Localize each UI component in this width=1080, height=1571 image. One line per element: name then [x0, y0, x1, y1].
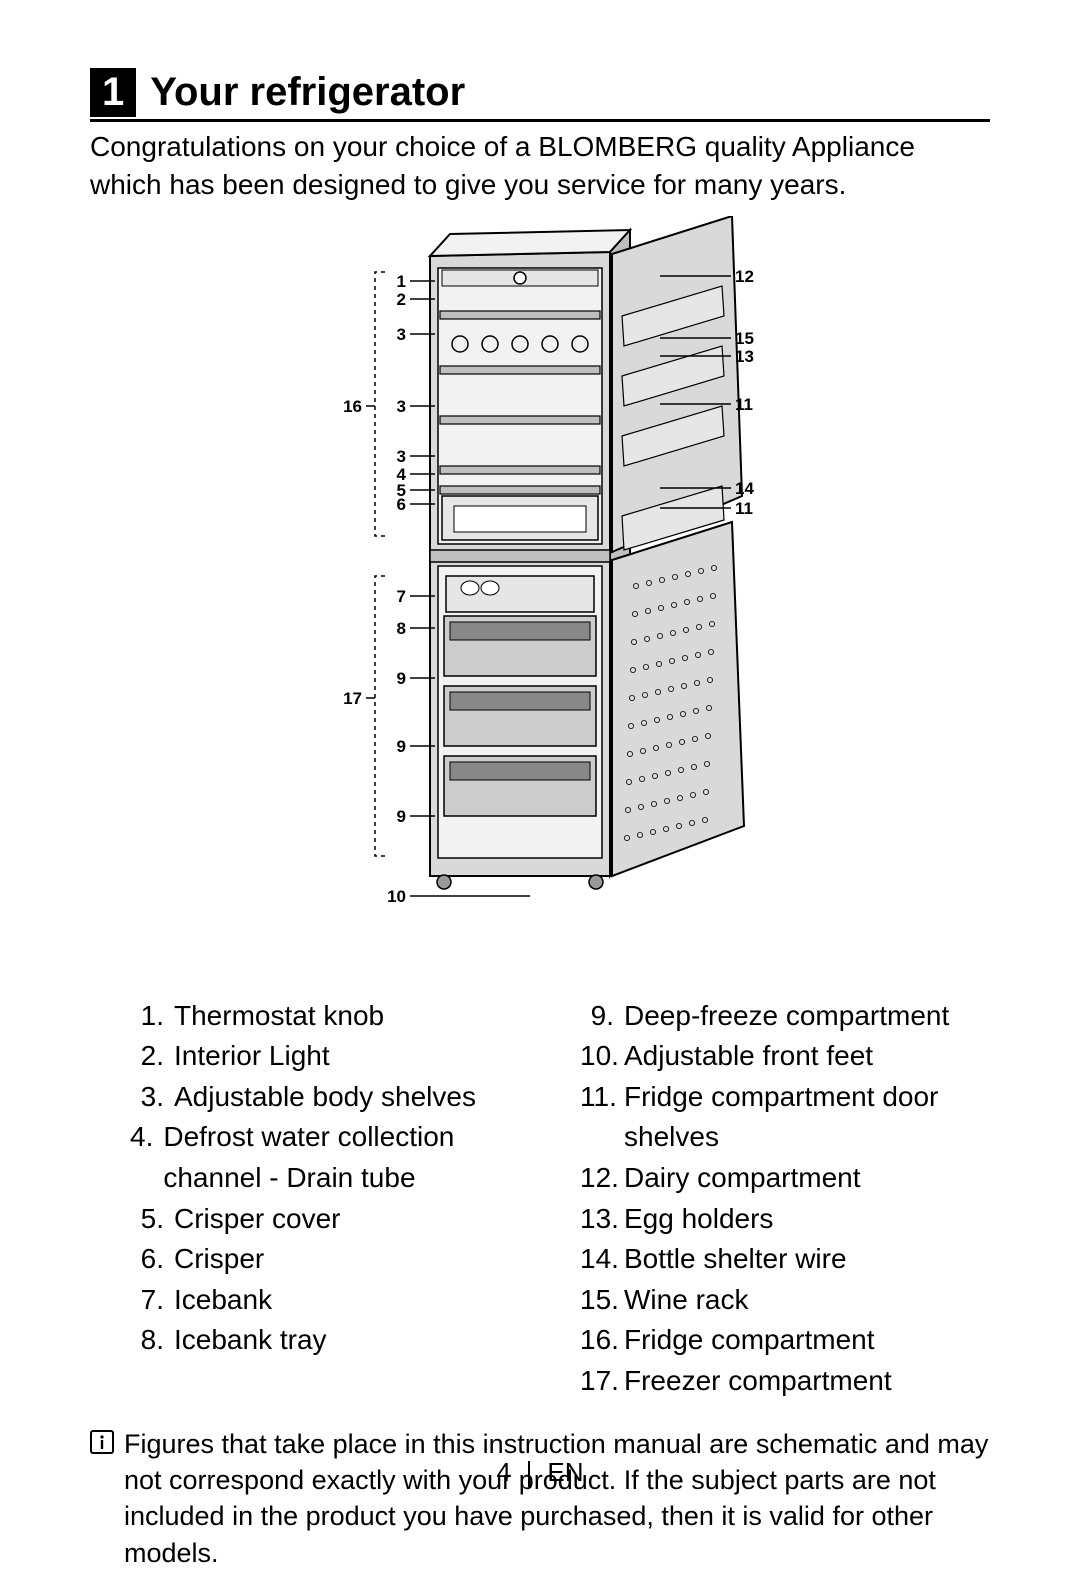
list-item: 14.Bottle shelter wire: [580, 1239, 990, 1280]
svg-text:16: 16: [343, 397, 362, 416]
manual-page: 1 Your refrigerator Congratulations on y…: [0, 0, 1080, 1532]
list-item-number: 10.: [580, 1036, 624, 1077]
list-item: 11.Fridge compartment door shelves: [580, 1077, 990, 1158]
list-item-number: 14.: [580, 1239, 624, 1280]
svg-text:9: 9: [397, 807, 406, 826]
page-language: EN: [547, 1457, 583, 1487]
refrigerator-diagram: 1233163456789179910121513111411: [230, 216, 850, 976]
list-item-text: Freezer compartment: [624, 1361, 892, 1402]
svg-text:10: 10: [387, 887, 406, 906]
svg-text:17: 17: [343, 689, 362, 708]
list-item-number: 5.: [130, 1199, 174, 1240]
list-item-text: Fridge compartment door shelves: [624, 1077, 990, 1158]
page-footer: 4 EN: [0, 1457, 1080, 1488]
list-item-text: Adjustable body shelves: [174, 1077, 476, 1118]
list-item: 16.Fridge compartment: [580, 1320, 990, 1361]
list-item: 2.Interior Light: [130, 1036, 540, 1077]
svg-text:3: 3: [397, 325, 406, 344]
list-item-text: Egg holders: [624, 1199, 773, 1240]
parts-legend: 1.Thermostat knob2.Interior Light3.Adjus…: [130, 996, 990, 1402]
list-item-number: 12.: [580, 1158, 624, 1199]
list-item-number: 15.: [580, 1280, 624, 1321]
list-item: 8.Icebank tray: [130, 1320, 540, 1361]
svg-text:3: 3: [397, 397, 406, 416]
list-item: 15.Wine rack: [580, 1280, 990, 1321]
list-item-number: 9.: [580, 996, 624, 1037]
list-item: 6.Crisper: [130, 1239, 540, 1280]
section-number-box: 1: [90, 68, 136, 117]
svg-text:8: 8: [397, 619, 406, 638]
list-item-number: 6.: [130, 1239, 174, 1280]
footer-divider: [528, 1461, 530, 1487]
diagram-container: 1233163456789179910121513111411: [90, 216, 990, 976]
section-heading: 1 Your refrigerator: [90, 68, 990, 122]
svg-text:12: 12: [735, 267, 754, 286]
list-item-text: Deep-freeze compartment: [624, 996, 949, 1037]
list-item-text: Thermostat knob: [174, 996, 384, 1037]
list-item-text: Icebank: [174, 1280, 272, 1321]
list-item: 17.Freezer compartment: [580, 1361, 990, 1402]
list-item-number: 11.: [580, 1077, 624, 1158]
svg-text:7: 7: [397, 587, 406, 606]
list-item-text: Icebank tray: [174, 1320, 327, 1361]
info-icon: [90, 1426, 124, 1571]
svg-text:11: 11: [735, 499, 753, 518]
disclaimer-text: Figures that take place in this instruct…: [124, 1426, 990, 1571]
svg-text:6: 6: [397, 495, 406, 514]
svg-text:9: 9: [397, 669, 406, 688]
list-item-text: Dairy compartment: [624, 1158, 861, 1199]
parts-column-left: 1.Thermostat knob2.Interior Light3.Adjus…: [130, 996, 540, 1402]
list-item: 13.Egg holders: [580, 1199, 990, 1240]
list-item-text: Fridge compartment: [624, 1320, 875, 1361]
list-item-text: Defrost water collection channel - Drain…: [163, 1117, 540, 1198]
list-item-number: 3.: [130, 1077, 174, 1118]
list-item-text: Adjustable front feet: [624, 1036, 873, 1077]
list-item: 3.Adjustable body shelves: [130, 1077, 540, 1118]
section-title: Your refrigerator: [150, 70, 465, 115]
disclaimer-note: Figures that take place in this instruct…: [90, 1426, 990, 1571]
list-item: 4.Defrost water collection channel - Dra…: [130, 1117, 540, 1198]
svg-text:1: 1: [397, 272, 406, 291]
list-item: 12.Dairy compartment: [580, 1158, 990, 1199]
svg-text:14: 14: [735, 479, 754, 498]
list-item-text: Crisper: [174, 1239, 264, 1280]
parts-column-right: 9.Deep-freeze compartment10.Adjustable f…: [580, 996, 990, 1402]
list-item-number: 13.: [580, 1199, 624, 1240]
list-item: 1.Thermostat knob: [130, 996, 540, 1037]
svg-text:11: 11: [735, 395, 753, 414]
page-number: 4: [496, 1457, 510, 1487]
list-item-text: Interior Light: [174, 1036, 330, 1077]
svg-text:3: 3: [397, 447, 406, 466]
svg-text:9: 9: [397, 737, 406, 756]
list-item-number: 4.: [130, 1117, 163, 1198]
intro-text: Congratulations on your choice of a BLOM…: [90, 128, 990, 204]
list-item: 9.Deep-freeze compartment: [580, 996, 990, 1037]
svg-text:15: 15: [735, 329, 754, 348]
list-item-number: 8.: [130, 1320, 174, 1361]
list-item-number: 17.: [580, 1361, 624, 1402]
list-item-number: 2.: [130, 1036, 174, 1077]
svg-text:2: 2: [397, 290, 406, 309]
list-item: 7.Icebank: [130, 1280, 540, 1321]
list-item-text: Crisper cover: [174, 1199, 340, 1240]
list-item: 5.Crisper cover: [130, 1199, 540, 1240]
list-item-text: Bottle shelter wire: [624, 1239, 847, 1280]
list-item-text: Wine rack: [624, 1280, 748, 1321]
list-item-number: 7.: [130, 1280, 174, 1321]
svg-text:13: 13: [735, 347, 754, 366]
list-item-number: 16.: [580, 1320, 624, 1361]
list-item: 10.Adjustable front feet: [580, 1036, 990, 1077]
list-item-number: 1.: [130, 996, 174, 1037]
